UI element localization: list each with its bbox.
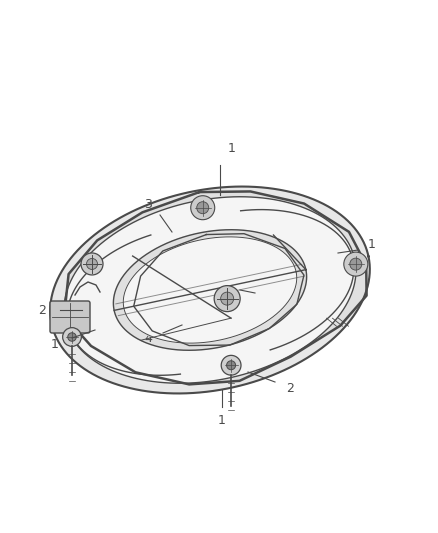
- Polygon shape: [50, 187, 370, 393]
- Circle shape: [344, 252, 368, 276]
- FancyBboxPatch shape: [50, 301, 90, 333]
- Circle shape: [63, 328, 81, 346]
- Polygon shape: [113, 230, 307, 350]
- Text: 1: 1: [218, 414, 226, 426]
- Text: 1: 1: [368, 238, 376, 252]
- Text: 2: 2: [286, 382, 294, 394]
- Text: 2: 2: [38, 303, 46, 317]
- Circle shape: [81, 253, 103, 275]
- Polygon shape: [64, 191, 367, 384]
- Polygon shape: [64, 197, 356, 383]
- Circle shape: [350, 258, 362, 270]
- Text: 1: 1: [51, 338, 59, 351]
- Circle shape: [214, 286, 240, 312]
- Circle shape: [226, 361, 236, 370]
- Circle shape: [221, 292, 233, 305]
- Text: 1: 1: [228, 141, 236, 155]
- Circle shape: [87, 259, 98, 270]
- Polygon shape: [123, 237, 297, 343]
- Circle shape: [68, 333, 76, 341]
- Circle shape: [197, 201, 209, 214]
- Circle shape: [191, 196, 215, 220]
- Polygon shape: [134, 233, 304, 345]
- Text: 3: 3: [144, 198, 152, 212]
- Text: 4: 4: [144, 332, 152, 344]
- Circle shape: [221, 356, 241, 375]
- Text: 3: 3: [264, 288, 272, 302]
